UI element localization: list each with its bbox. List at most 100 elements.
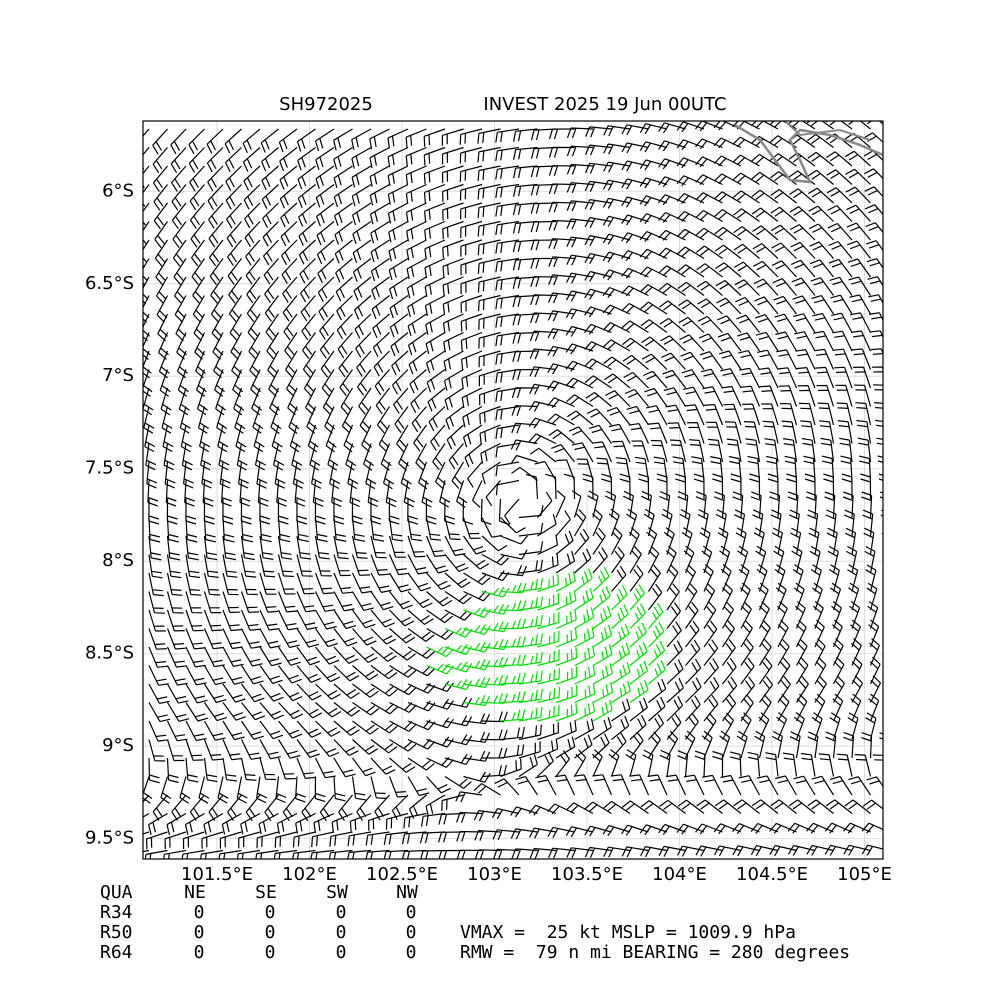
wind-barb — [854, 754, 872, 777]
wind-barb — [426, 646, 454, 658]
wind-barb — [495, 405, 520, 421]
wind-barb — [292, 831, 316, 848]
wind-barb — [857, 437, 872, 463]
wind-barb — [282, 276, 298, 303]
wind-barb — [555, 666, 578, 685]
wind-barb — [535, 775, 557, 796]
wind-barb — [185, 702, 209, 722]
wind-barb — [189, 184, 205, 211]
wind-barb — [576, 458, 594, 481]
wind-barb — [703, 712, 717, 740]
wind-barb — [477, 239, 501, 256]
wind-barb — [481, 729, 508, 741]
wind-barb — [378, 424, 391, 453]
wind-barb — [548, 429, 575, 444]
table-cell: 0 — [194, 902, 205, 923]
wind-barb — [740, 657, 755, 685]
wind-barb — [185, 535, 199, 561]
wind-barb — [407, 517, 422, 542]
wind-barb — [742, 403, 761, 426]
y-tick-label: 9.5°S — [85, 828, 134, 849]
wind-barb — [259, 739, 281, 760]
wind-barb — [221, 812, 242, 835]
wind-barb — [370, 701, 399, 715]
wind-barb — [868, 294, 883, 305]
wind-barb — [302, 332, 316, 359]
wind-barb — [370, 239, 390, 263]
wind-barb — [703, 582, 716, 611]
wind-barb — [389, 664, 417, 678]
wind-barb — [203, 720, 226, 741]
wind-barb — [814, 675, 827, 703]
wind-barb — [574, 718, 595, 741]
wind-barb — [185, 665, 207, 686]
wind-barb — [208, 202, 224, 229]
wind-barb — [680, 351, 705, 370]
wind-barb — [761, 403, 779, 426]
wind-barb — [215, 387, 227, 416]
wind-barb — [611, 585, 628, 611]
wind-barb — [714, 799, 742, 814]
wind-barb — [783, 438, 798, 463]
wind-barb — [622, 354, 649, 370]
wind-barb — [388, 257, 409, 281]
wind-barb — [629, 731, 644, 759]
wind-barb — [861, 732, 873, 759]
wind-barb — [666, 678, 684, 703]
wind-barb — [495, 387, 520, 402]
wind-barb — [143, 849, 150, 853]
wind-barb — [337, 332, 353, 359]
wind-barb — [240, 498, 252, 525]
table-cell: 0 — [265, 922, 276, 943]
wind-barb — [148, 554, 163, 579]
wind-barb — [752, 509, 764, 537]
wind-barb — [333, 665, 360, 682]
wind-barb — [389, 276, 409, 300]
wind-barb — [555, 628, 578, 648]
wind-barb — [173, 258, 187, 286]
wind-barb — [428, 406, 446, 432]
wind-barb — [602, 286, 631, 298]
wind-barb — [548, 183, 575, 195]
wind-barb — [407, 294, 427, 318]
wind-barb — [826, 187, 853, 204]
wind-barb — [241, 720, 264, 740]
wind-barb — [425, 535, 446, 557]
wind-barb — [351, 776, 366, 801]
wind-barb — [296, 702, 323, 719]
wind-barb — [444, 626, 473, 638]
wind-barb — [200, 443, 212, 471]
wind-barb — [189, 165, 205, 192]
wind-barb — [626, 508, 638, 537]
wind-barb — [584, 288, 612, 300]
wind-barb — [608, 508, 620, 537]
wind-barb — [621, 178, 649, 190]
wind-barb — [303, 369, 317, 397]
wind-barb — [629, 565, 644, 592]
wind-barb — [166, 739, 185, 762]
wind-barb — [733, 226, 760, 241]
wind-barb — [699, 351, 723, 370]
wind-barb — [370, 498, 382, 525]
wind-barb — [481, 711, 508, 723]
wind-barb — [571, 490, 582, 518]
wind-barb — [695, 209, 723, 223]
wind-barb — [225, 165, 242, 191]
wind-barb — [602, 269, 631, 281]
wind-barb — [259, 554, 276, 578]
wind-barb — [425, 517, 442, 541]
wind-barb — [322, 387, 335, 416]
wind-barb — [512, 220, 538, 234]
table-header: SE — [255, 882, 277, 903]
wind-barb — [296, 535, 312, 560]
wind-barb — [401, 849, 427, 859]
wind-barb — [592, 774, 613, 796]
y-tick-label: 6.5°S — [85, 273, 134, 294]
wind-barb — [675, 473, 687, 500]
wind-barb — [296, 128, 316, 152]
wind-barb — [611, 604, 629, 629]
wind-barb — [259, 498, 271, 525]
wind-barb — [302, 350, 317, 378]
